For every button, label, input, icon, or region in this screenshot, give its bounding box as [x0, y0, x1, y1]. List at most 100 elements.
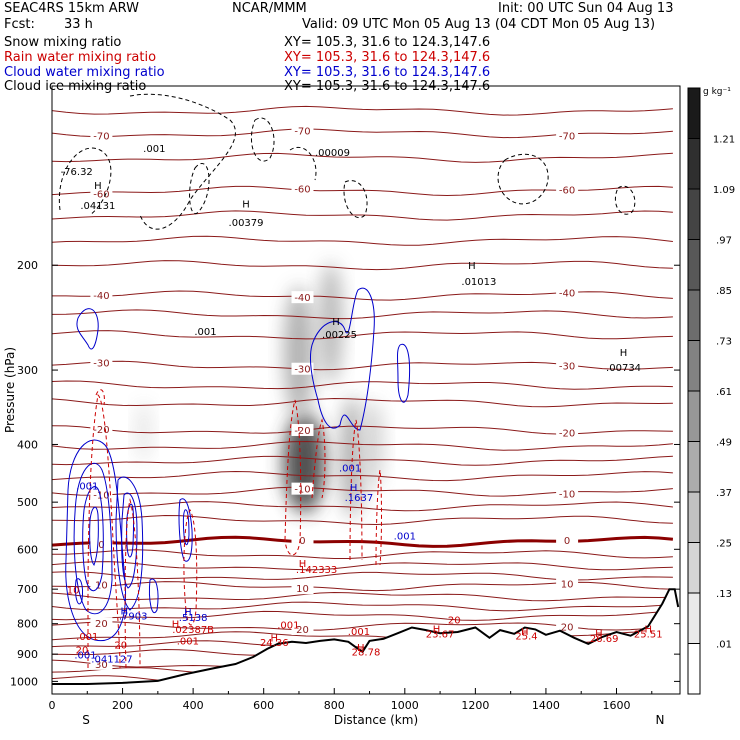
- x-tick-label: 1200: [461, 699, 489, 712]
- isotherm-label: 10: [561, 579, 574, 590]
- colorbar-label: .73: [716, 337, 732, 348]
- isotherm-label: -20: [93, 425, 109, 436]
- isotherm-label: -20: [559, 429, 575, 440]
- axes: 0 200 400 600 800 1000 1200 1400 160020030040050…: [3, 259, 680, 727]
- isotherm: [52, 610, 673, 621]
- y-tick-label: 1000: [10, 675, 38, 688]
- colorbar-label: .61: [716, 387, 732, 398]
- isotherm-label-bg: [291, 582, 314, 595]
- isotherm-label-bg: [90, 288, 113, 301]
- ice-contour: [343, 180, 368, 218]
- isotherm-minus40: [52, 290, 673, 301]
- field-label: 26.69: [590, 634, 619, 645]
- field-name-cloud-ice: Cloud ice mixing ratio: [4, 79, 147, 94]
- field-label: .001: [194, 327, 216, 338]
- y-tick-label: 900: [17, 648, 38, 661]
- rain-water-contour: [95, 389, 105, 406]
- field-label: .001: [177, 636, 199, 647]
- isotherm-label: 10: [95, 581, 108, 592]
- field-label: .001: [143, 144, 165, 155]
- field-label: H: [644, 625, 652, 636]
- x-tick-label: 1400: [532, 699, 560, 712]
- isotherm-label: -60: [93, 189, 109, 200]
- field-label: .00734: [606, 363, 641, 374]
- terrain-fill: [52, 589, 680, 694]
- isotherm: [52, 330, 673, 340]
- y-axis-title: Pressure (hPa): [3, 347, 17, 433]
- field-label: .1637: [345, 493, 374, 504]
- y-tick-label: 600: [17, 543, 38, 556]
- field-label: H: [184, 607, 192, 618]
- field-label: 20: [448, 616, 461, 627]
- field-label: .02387B: [172, 625, 214, 636]
- isotherm-label-bg: [291, 124, 314, 137]
- isotherm-label: -30: [559, 361, 575, 372]
- field-label: H: [299, 559, 307, 570]
- field-label: .00009: [315, 148, 350, 159]
- isotherm-label-bg: [556, 426, 579, 439]
- isotherm-label: -10: [559, 489, 575, 500]
- isotherm-label: -60: [559, 185, 575, 196]
- ice-contour: [250, 117, 275, 162]
- snow-contour: [129, 93, 236, 230]
- isotherm: [52, 455, 673, 466]
- isotherm-label: -30: [294, 365, 310, 376]
- isotherm-label: 10: [296, 584, 309, 595]
- isotherm: [52, 601, 673, 612]
- isotherm: [52, 549, 673, 559]
- colorbar-band: [688, 643, 700, 695]
- isotherm: [52, 591, 673, 602]
- isotherm: [52, 235, 673, 246]
- y-tick-label: 200: [17, 259, 38, 272]
- y-tick-label: 700: [17, 583, 38, 596]
- x-end-label-south: S: [82, 713, 90, 727]
- colorbar-label: .49: [716, 438, 732, 449]
- isotherm-label-bg: [291, 362, 314, 375]
- field-name-cloud-water: Cloud water mixing ratio: [4, 65, 165, 80]
- colorbar: 1.21 1.09 .97 .85 .73 .61 .49 .37 .25 .13 .01 g kg⁻…: [687, 87, 735, 695]
- x-tick-label: 1000: [391, 699, 419, 712]
- isotherm: [52, 380, 673, 390]
- terrain-line: [52, 588, 680, 685]
- isotherm-10: [52, 581, 673, 592]
- shading-blob: [318, 262, 343, 384]
- isotherm: [52, 440, 673, 451]
- fcst-value: 33 h: [64, 17, 93, 32]
- field-name-rain: Rain water mixing ratio: [4, 50, 157, 65]
- mixing-ratio-contours: [58, 93, 636, 669]
- isotherm: [52, 514, 673, 526]
- isotherm-label-bg: [556, 577, 579, 590]
- field-label: .001: [339, 463, 361, 474]
- field-label: .041127: [91, 655, 132, 666]
- init-time: Init: 00 UTC Sun 04 Aug 13: [498, 1, 674, 16]
- x-tick-label: 400: [183, 699, 204, 712]
- field-xy-snow: XY= 105.3, 31.6 to 124.3,147.6: [284, 35, 491, 50]
- isotherm-minus60: [52, 185, 673, 197]
- y-tick-label: 500: [17, 496, 38, 509]
- isotherm-label-bg: [556, 286, 579, 299]
- x-end-label-north: N: [656, 713, 665, 727]
- y-tick-label: 800: [17, 618, 38, 631]
- isotherm: [52, 152, 673, 163]
- isotherm: [52, 397, 673, 408]
- isotherm-label-bg: [291, 291, 314, 304]
- field-label: .001: [74, 650, 96, 661]
- colorbar-band: [688, 391, 700, 442]
- shading-blob: [136, 400, 152, 462]
- isotherm-label: 20: [561, 623, 574, 634]
- isotherm: [52, 105, 673, 116]
- field-label: 25.51: [634, 630, 663, 641]
- colorbar-band: [688, 290, 700, 341]
- x-tick-label: 0: [49, 699, 56, 712]
- field-label: 28.78: [352, 648, 381, 659]
- isotherm-label-bg: [556, 620, 579, 633]
- colorbar-label: 1.21: [713, 135, 735, 146]
- field-xy-cloud-ice: XY= 105.3, 31.6 to 124.3,147.6: [284, 79, 491, 94]
- isotherm: [52, 561, 673, 571]
- colorbar-label: .97: [716, 236, 732, 247]
- isotherm-label: -70: [559, 131, 575, 142]
- field-label: .142333: [296, 565, 337, 576]
- isotherm-0: [52, 535, 674, 548]
- isotherm-label: 20: [296, 625, 309, 636]
- isotherm-label-bg: [291, 182, 314, 195]
